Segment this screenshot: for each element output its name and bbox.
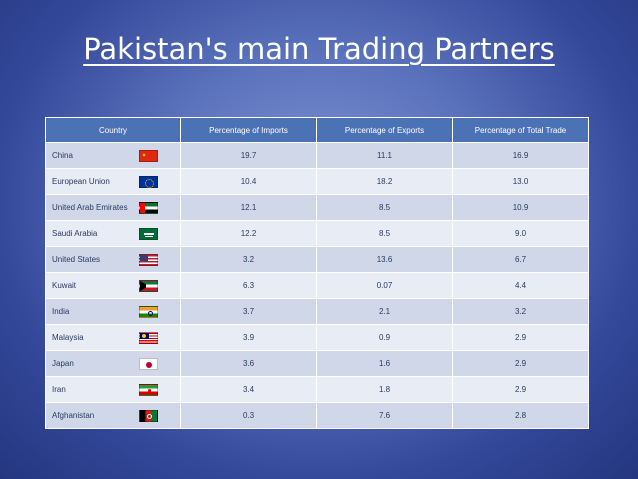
table-row: India 3.7 2.1 3.2 — [45, 298, 589, 325]
total-cell: 6.7 — [452, 246, 589, 273]
total-cell: 3.2 — [452, 298, 589, 325]
exports-cell: 8.5 — [316, 194, 453, 221]
country-name: India — [52, 307, 70, 316]
total-cell: 2.9 — [452, 350, 589, 377]
table-row: Saudi Arabia 12.2 8.5 9.0 — [45, 220, 589, 247]
trading-partners-table: Country Percentage of Imports Percentage… — [45, 117, 589, 429]
country-name: Iran — [52, 385, 66, 394]
total-cell: 2.9 — [452, 376, 589, 403]
country-cell: United Arab Emirates — [45, 194, 181, 221]
country-cell: Iran — [45, 376, 181, 403]
imports-cell: 19.7 — [180, 142, 317, 169]
malaysia-flag-icon — [139, 332, 158, 344]
country-cell: China — [45, 142, 181, 169]
china-flag-icon — [139, 150, 158, 162]
exports-cell: 0.07 — [316, 272, 453, 299]
country-cell: United States — [45, 246, 181, 273]
table-row: China 19.7 11.1 16.9 — [45, 142, 589, 169]
table-row: Iran 3.4 1.8 2.9 — [45, 376, 589, 403]
table-row: Kuwait 6.3 0.07 4.4 — [45, 272, 589, 299]
exports-cell: 1.8 — [316, 376, 453, 403]
total-cell: 2.9 — [452, 324, 589, 351]
imports-cell: 3.4 — [180, 376, 317, 403]
country-name: Japan — [52, 359, 74, 368]
header-country: Country — [45, 117, 181, 143]
saudi-flag-icon — [139, 228, 158, 240]
header-imports: Percentage of Imports — [180, 117, 317, 143]
country-name: Kuwait — [52, 281, 77, 290]
imports-cell: 6.3 — [180, 272, 317, 299]
table-row: Malaysia 3.9 0.9 2.9 — [45, 324, 589, 351]
country-name: Afghanistan — [52, 411, 95, 420]
country-name: United States — [52, 255, 101, 264]
imports-cell: 12.1 — [180, 194, 317, 221]
exports-cell: 8.5 — [316, 220, 453, 247]
header-total-trade: Percentage of Total Trade — [452, 117, 589, 143]
table-row: European Union 10.4 18.2 13.0 — [45, 168, 589, 195]
country-cell: Kuwait — [45, 272, 181, 299]
country-cell: Japan — [45, 350, 181, 377]
iran-flag-icon — [139, 384, 158, 396]
imports-cell: 3.2 — [180, 246, 317, 273]
eu-flag-icon — [139, 176, 158, 188]
country-name: Saudi Arabia — [52, 229, 98, 238]
exports-cell: 13.6 — [316, 246, 453, 273]
country-name: Malaysia — [52, 333, 84, 342]
total-cell: 13.0 — [452, 168, 589, 195]
country-name: United Arab Emirates — [52, 203, 128, 212]
imports-cell: 3.9 — [180, 324, 317, 351]
japan-flag-icon — [139, 358, 158, 370]
kuwait-flag-icon — [139, 280, 158, 292]
total-cell: 4.4 — [452, 272, 589, 299]
usa-flag-icon — [139, 254, 158, 266]
exports-cell: 18.2 — [316, 168, 453, 195]
header-exports: Percentage of Exports — [316, 117, 453, 143]
exports-cell: 1.6 — [316, 350, 453, 377]
table-row: Japan 3.6 1.6 2.9 — [45, 350, 589, 377]
table-row: Afghanistan 0.3 7.6 2.8 — [45, 402, 589, 429]
exports-cell: 7.6 — [316, 402, 453, 429]
total-cell: 9.0 — [452, 220, 589, 247]
imports-cell: 3.6 — [180, 350, 317, 377]
total-cell: 16.9 — [452, 142, 589, 169]
country-name: China — [52, 151, 73, 160]
table-row: United States 3.2 13.6 6.7 — [45, 246, 589, 273]
country-cell: India — [45, 298, 181, 325]
exports-cell: 2.1 — [316, 298, 453, 325]
table-row: United Arab Emirates 12.1 8.5 10.9 — [45, 194, 589, 221]
country-name: European Union — [52, 177, 110, 186]
imports-cell: 0.3 — [180, 402, 317, 429]
uae-flag-icon — [139, 202, 158, 214]
country-cell: Afghanistan — [45, 402, 181, 429]
imports-cell: 3.7 — [180, 298, 317, 325]
total-cell: 10.9 — [452, 194, 589, 221]
table-header-row: Country Percentage of Imports Percentage… — [45, 117, 589, 143]
country-cell: Malaysia — [45, 324, 181, 351]
exports-cell: 0.9 — [316, 324, 453, 351]
country-cell: Saudi Arabia — [45, 220, 181, 247]
exports-cell: 11.1 — [316, 142, 453, 169]
imports-cell: 10.4 — [180, 168, 317, 195]
afghanistan-flag-icon — [139, 410, 158, 422]
slide-title: Pakistan's main Trading Partners — [83, 32, 555, 66]
country-cell: European Union — [45, 168, 181, 195]
india-flag-icon — [139, 306, 158, 318]
imports-cell: 12.2 — [180, 220, 317, 247]
total-cell: 2.8 — [452, 402, 589, 429]
